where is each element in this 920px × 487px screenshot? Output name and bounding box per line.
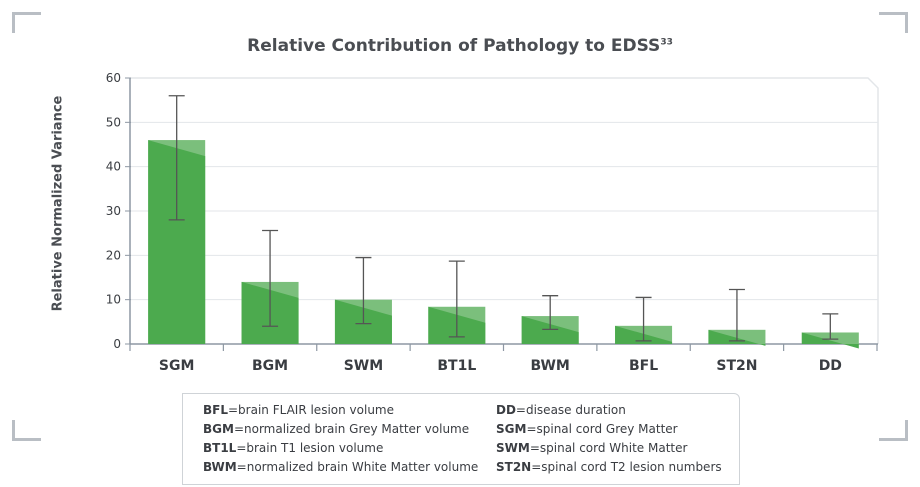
legend-entry: ST2N=spinal cord T2 lesion numbers: [496, 460, 722, 474]
y-tick-label: 20: [106, 248, 121, 262]
legend-abbr: BFL: [203, 403, 228, 417]
legend-desc: =spinal cord Grey Matter: [526, 422, 678, 436]
legend-entry: DD=disease duration: [496, 403, 626, 417]
legend-abbr: BWM: [203, 460, 237, 474]
y-tick-label: 0: [113, 337, 121, 351]
legend-abbr: ST2N: [496, 460, 532, 474]
bar-shade: [148, 140, 206, 344]
y-tick-label: 30: [106, 204, 121, 218]
legend-entry: SGM=spinal cord Grey Matter: [496, 422, 678, 436]
corner-bracket: [879, 420, 908, 441]
x-tick-label: DD: [819, 358, 842, 374]
legend-abbr: SGM: [496, 422, 527, 436]
title-text: Relative Contribution of Pathology to ED…: [247, 36, 661, 56]
y-tick-label: 10: [106, 293, 121, 307]
legend-desc: =disease duration: [515, 403, 626, 417]
legend-desc: =brain T1 lesion volume: [236, 441, 384, 455]
bar-shade: [521, 316, 579, 344]
legend-desc: =spinal cord T2 lesion numbers: [531, 460, 722, 474]
plot-frame: [131, 77, 879, 344]
bar-shade: [801, 332, 859, 349]
x-tick-label: SWM: [344, 358, 383, 374]
legend-desc: =normalized brain Grey Matter volume: [233, 422, 470, 436]
x-tick-label: BT1L: [437, 358, 476, 374]
title-citation: 33: [660, 37, 673, 48]
y-tick-label: 40: [106, 160, 121, 174]
legend-entry: BGM=normalized brain Grey Matter volume: [203, 422, 469, 436]
x-tick-label: SGM: [159, 358, 195, 374]
legend-desc: =spinal cord White Matter: [529, 441, 688, 455]
y-tick-label: 50: [106, 115, 121, 129]
legend-entry: SWM=spinal cord White Matter: [496, 441, 687, 455]
legend-entry: BFL=brain FLAIR lesion volume: [203, 403, 394, 417]
corner-bracket: [12, 420, 41, 441]
legend-abbr: SWM: [496, 441, 530, 455]
x-tick-label: BGM: [252, 358, 288, 374]
x-tick-label: BFL: [629, 358, 658, 374]
x-tick-label: ST2N: [716, 358, 757, 374]
legend-abbr: DD: [496, 403, 516, 417]
corner-bracket: [879, 12, 908, 33]
legend-entry: BWM=normalized brain White Matter volume: [203, 460, 478, 474]
legend-desc: =normalized brain White Matter volume: [236, 460, 479, 474]
legend-desc: =brain FLAIR lesion volume: [228, 403, 394, 417]
x-tick-label: BWM: [531, 358, 570, 374]
corner-bracket: [12, 12, 41, 33]
y-tick-label: 60: [106, 71, 121, 85]
legend-entry: BT1L=brain T1 lesion volume: [203, 441, 383, 455]
legend-abbr: BGM: [203, 422, 234, 436]
abbreviation-legend: BFL=brain FLAIR lesion volume BGM=normali…: [182, 393, 740, 485]
chart-title: Relative Contribution of Pathology to ED…: [0, 36, 920, 56]
legend-abbr: BT1L: [203, 441, 237, 455]
